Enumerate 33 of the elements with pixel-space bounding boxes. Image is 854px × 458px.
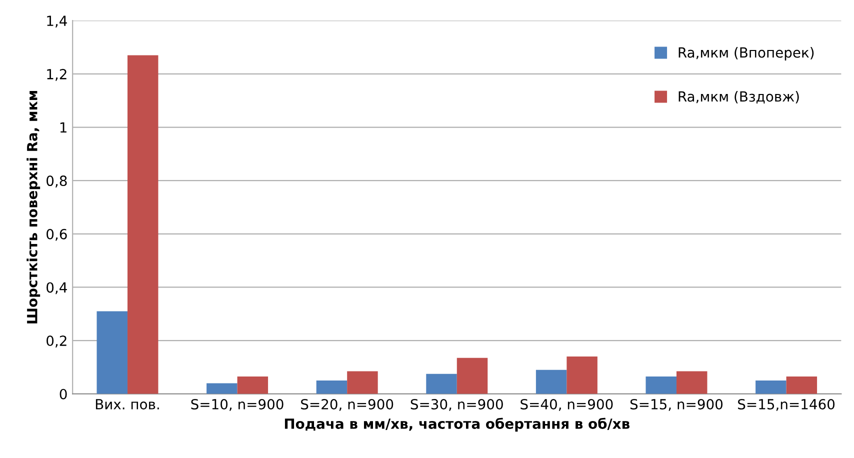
y-tick-label: 1 <box>60 122 66 133</box>
bar <box>786 376 818 394</box>
legend-label: Ra,мкм (Вздовж) <box>678 91 799 104</box>
bar <box>127 55 158 394</box>
bar <box>316 380 348 394</box>
x-tick-label: S=10, n=900 <box>191 398 284 411</box>
x-tick-label: S=15,n=1460 <box>738 398 835 411</box>
bar <box>536 370 567 394</box>
x-tick-label: S=40, n=900 <box>520 398 613 411</box>
y-tick-label: 0 <box>60 388 67 400</box>
y-tick-label: 1,4 <box>47 16 67 28</box>
bar <box>347 371 378 394</box>
y-tick-label: 0,8 <box>46 176 67 188</box>
x-tick-label: S=30, n=900 <box>410 398 503 411</box>
bar <box>676 371 708 394</box>
x-tick-label: Вих. пов. <box>96 399 159 410</box>
bar <box>566 356 598 394</box>
legend-label: Ra,мкм (Впоперек) <box>678 47 814 60</box>
y-tick-label: 0,2 <box>46 336 66 348</box>
bar <box>426 374 457 394</box>
y-tick-label: 0,4 <box>46 282 67 294</box>
x-tick-label: S=15, n=900 <box>630 398 723 411</box>
bar <box>456 358 488 394</box>
bar <box>206 383 238 394</box>
y-tick-label: 0,6 <box>46 228 67 241</box>
x-tick-label: S=20, n=900 <box>301 398 394 411</box>
y-axis-title: Шорсткість поверхні Ra, мкм <box>26 91 40 324</box>
y-tick-label: 1,2 <box>47 68 66 81</box>
x-axis-title: Подача в мм/хв, частота обертання в об/хв <box>284 418 630 432</box>
bar <box>96 311 128 394</box>
bar <box>756 380 786 394</box>
bar <box>237 376 268 394</box>
bar <box>646 376 676 394</box>
